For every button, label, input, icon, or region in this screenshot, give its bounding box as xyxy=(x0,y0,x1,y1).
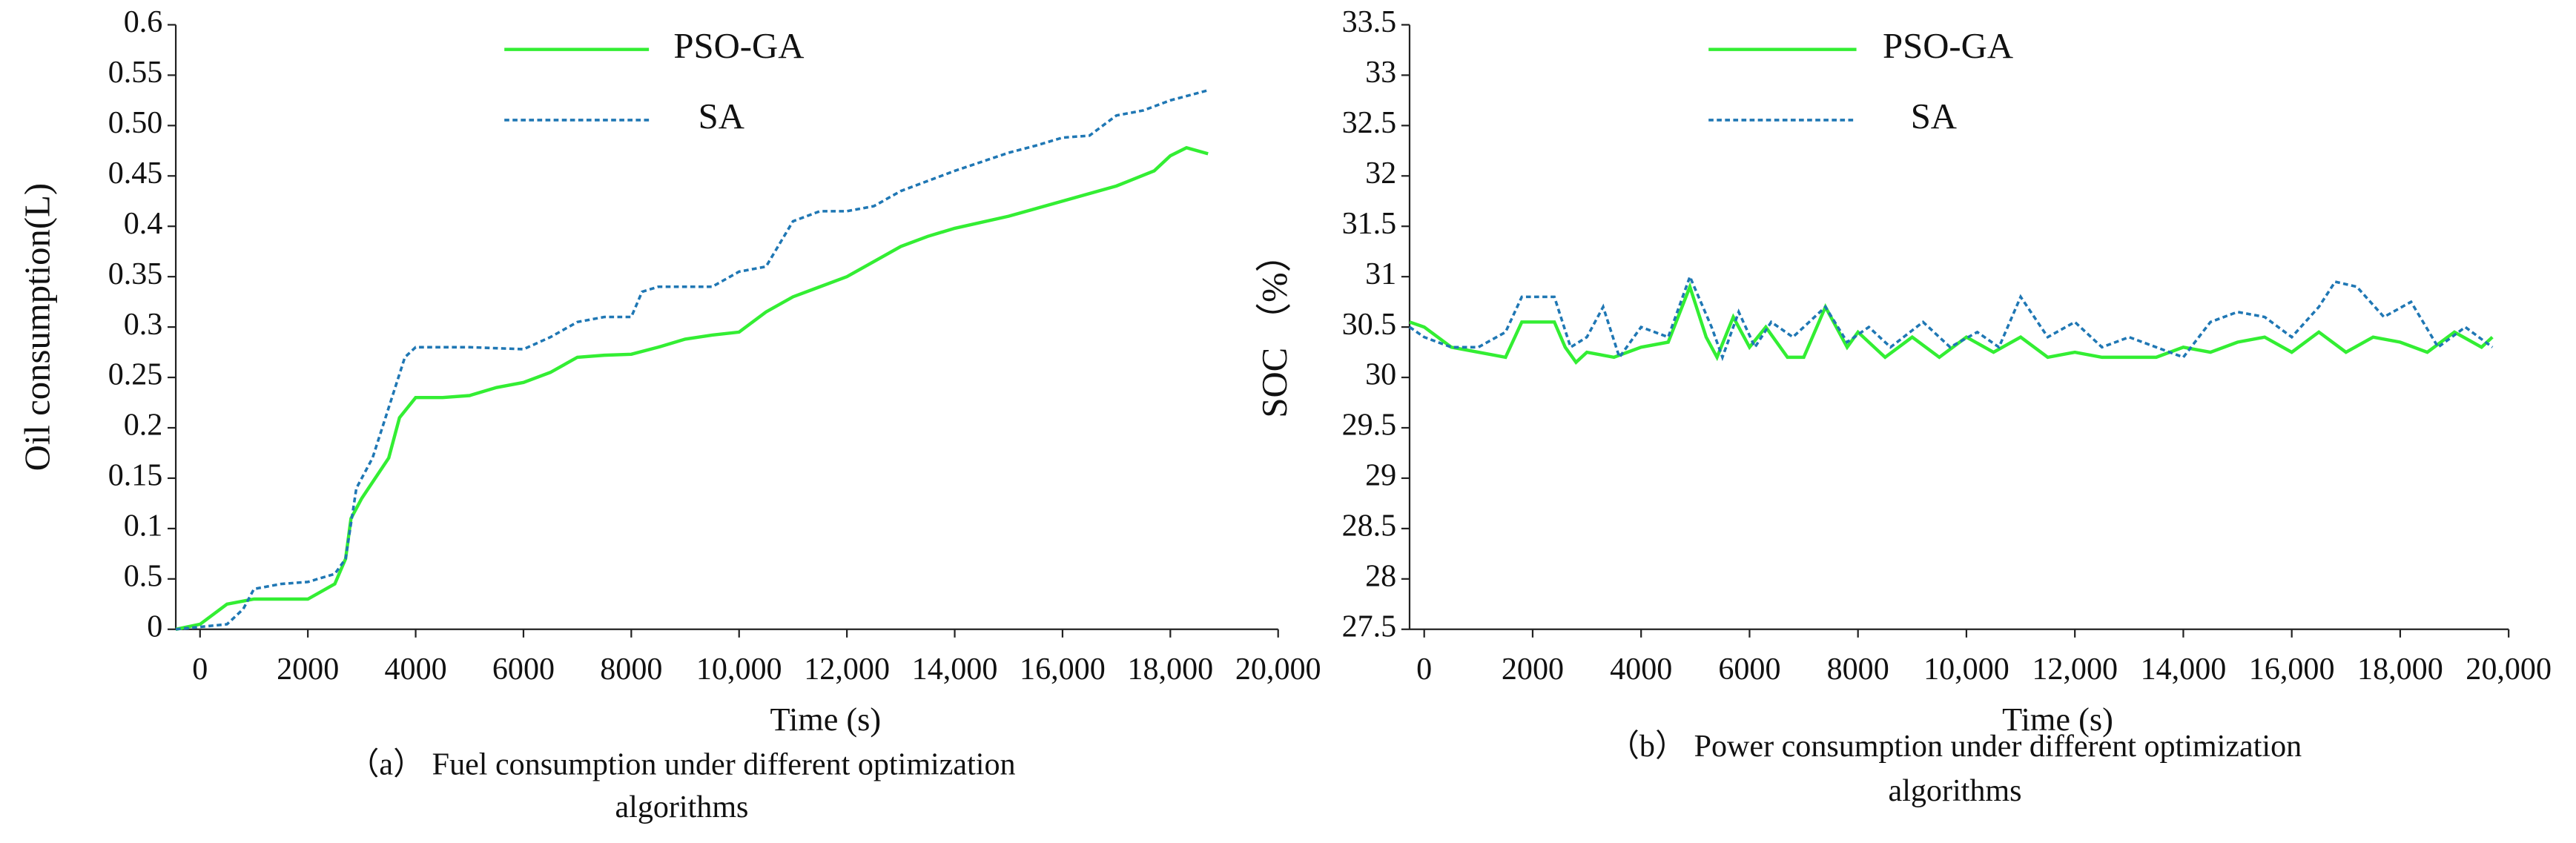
y-tick-label: 0.15 xyxy=(108,458,163,493)
y-tick-label: 30.5 xyxy=(1342,307,1397,342)
x-tick-label: 0 xyxy=(192,652,208,687)
y-tick-label: 30 xyxy=(1365,357,1396,392)
y-axis-label: Oil consumption(L) xyxy=(18,183,58,471)
x-tick-label: 18,000 xyxy=(2357,652,2443,687)
series-line xyxy=(1408,273,2494,362)
y-tick-label: 0.35 xyxy=(108,257,163,291)
y-tick-label: 28.5 xyxy=(1342,509,1397,543)
y-tick-label: 32 xyxy=(1365,156,1396,191)
x-tick-label: 14,000 xyxy=(2141,652,2227,687)
y-tick-label: 31 xyxy=(1365,257,1396,291)
y-tick-label: 29.5 xyxy=(1342,408,1397,443)
y-tick-label: 0.45 xyxy=(108,156,163,191)
x-tick-label: 20,000 xyxy=(1235,652,1321,687)
y-tick-label: 33 xyxy=(1365,55,1396,90)
y-tick-label: 29 xyxy=(1365,458,1396,493)
x-tick-label: 10,000 xyxy=(1923,652,2009,687)
y-tick-label: 0.2 xyxy=(124,408,163,443)
x-tick-label: 16,000 xyxy=(2249,652,2335,687)
y-tick-label: 0.4 xyxy=(124,206,163,241)
x-axis-label: Time (s) xyxy=(770,701,881,738)
y-tick-label: 0.1 xyxy=(124,509,163,543)
y-tick-label: 0.6 xyxy=(124,4,163,39)
x-tick-label: 6000 xyxy=(492,652,555,687)
caption: algorithms xyxy=(1889,773,2022,808)
y-tick-label: 0.25 xyxy=(108,357,163,392)
y-axis-label: SOC （%） xyxy=(1255,237,1295,418)
x-tick-label: 10,000 xyxy=(696,652,782,687)
x-tick-label: 12,000 xyxy=(804,652,890,687)
x-tick-label: 8000 xyxy=(1827,652,1889,687)
caption: algorithms xyxy=(615,790,748,824)
series-line xyxy=(175,145,1209,631)
caption: （b） Power consumption under different op… xyxy=(1608,729,2302,764)
y-tick-label: 0.5 xyxy=(124,558,163,593)
y-tick-label: 0 xyxy=(147,609,162,644)
caption: （a） Fuel consumption under different opt… xyxy=(348,747,1015,782)
series-line xyxy=(1409,282,2494,366)
y-tick-label: 27.5 xyxy=(1342,609,1397,644)
x-tick-label: 8000 xyxy=(600,652,662,687)
x-tick-label: 16,000 xyxy=(1020,652,1106,687)
legend-label: SA xyxy=(699,96,744,136)
y-tick-label: 33.5 xyxy=(1342,4,1397,39)
x-tick-label: 4000 xyxy=(1610,652,1672,687)
x-tick-label: 12,000 xyxy=(2032,652,2118,687)
x-tick-label: 14,000 xyxy=(912,652,998,687)
x-tick-label: 2000 xyxy=(277,652,339,687)
y-tick-label: 32.5 xyxy=(1342,105,1397,140)
x-tick-label: 4000 xyxy=(384,652,446,687)
legend-label: PSO-GA xyxy=(673,26,804,66)
legend-label: PSO-GA xyxy=(1883,26,2013,66)
x-tick-label: 0 xyxy=(1416,652,1432,687)
series-line xyxy=(175,89,1209,631)
x-tick-label: 2000 xyxy=(1502,652,1564,687)
y-tick-label: 31.5 xyxy=(1342,206,1397,241)
y-tick-label: 0.55 xyxy=(108,55,163,90)
y-tick-label: 0.50 xyxy=(108,105,163,140)
x-axis-label: Time (s) xyxy=(2002,701,2113,738)
x-tick-label: 6000 xyxy=(1718,652,1780,687)
legend-label: SA xyxy=(1911,96,1957,136)
x-tick-label: 20,000 xyxy=(2466,652,2552,687)
y-tick-label: 0.3 xyxy=(124,307,163,342)
x-tick-label: 18,000 xyxy=(1127,652,1213,687)
y-tick-label: 28 xyxy=(1365,558,1396,593)
